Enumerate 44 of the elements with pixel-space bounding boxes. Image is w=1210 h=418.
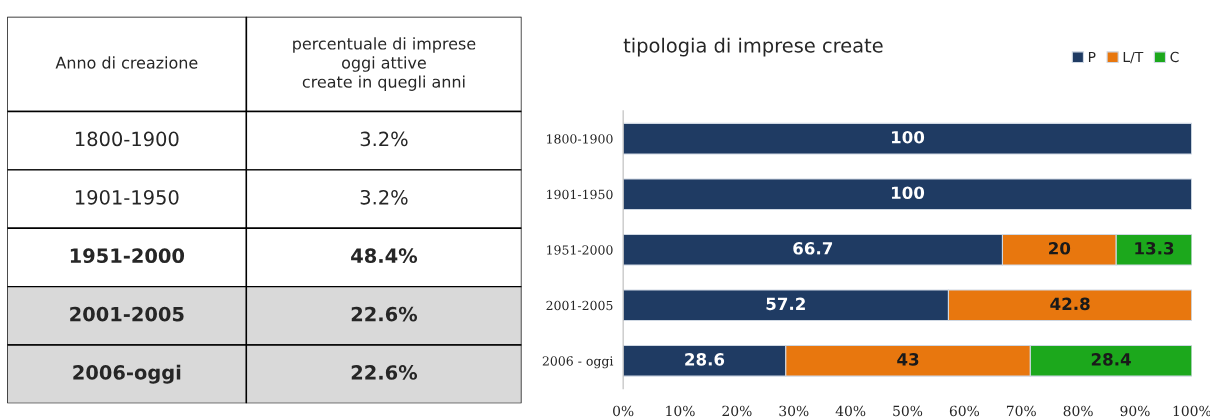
x-tick-label: 50%	[893, 405, 923, 417]
x-tick-label: 40%	[835, 405, 866, 417]
data-label: 57.2	[766, 297, 805, 311]
y-tick-label: 2001-2005	[546, 300, 613, 311]
x-tick-label: 80%	[1063, 405, 1093, 417]
text: 22.6%	[351, 365, 418, 380]
x-tick-label: 20%	[722, 405, 752, 417]
x-tick-label: 60%	[949, 405, 980, 417]
data-label: 100	[891, 130, 925, 144]
x-tick-label: 0%	[613, 405, 634, 417]
y-tick-label: 1951-2000	[547, 245, 613, 255]
x-tick-label: 70%	[1006, 405, 1036, 417]
text: 48.4%	[351, 248, 418, 264]
bar	[623, 122, 1192, 155]
x-tick-label: 100%	[1173, 405, 1210, 417]
text: percentuale di imprese oggi attive create in quegli anni	[293, 37, 476, 91]
legend-label: L/T	[1123, 51, 1144, 64]
x-tick-label: 90%	[1120, 405, 1150, 417]
data-label: 20	[1049, 241, 1071, 255]
text: Anno di creazione	[55, 56, 198, 69]
data-label: 66.7	[793, 242, 833, 255]
chart-title: tipologia di imprese create	[623, 37, 883, 57]
category-label: 2006-oggi	[73, 364, 181, 384]
category-label: 1951-2000	[70, 248, 185, 264]
y-tick-label: 1800-1900	[547, 134, 613, 144]
category-label: 2001-2005	[70, 306, 184, 322]
x-tick-label: 10%	[666, 405, 695, 417]
data-label: 13.3	[1135, 241, 1174, 255]
y-tick-label: 2006 - oggi	[542, 356, 614, 369]
data-label: 28.6	[685, 353, 725, 366]
data-label: 42.8	[1050, 297, 1090, 311]
bar	[623, 178, 1192, 211]
legend-label: P	[1088, 51, 1096, 63]
text: 22.6%	[351, 306, 418, 322]
data-label: 100	[891, 186, 925, 200]
legend-label: C	[1170, 51, 1179, 63]
text: 3.2%	[360, 189, 408, 205]
x-tick-label: 30%	[779, 405, 809, 417]
data-label: 43	[897, 353, 919, 366]
category-label: 1800-1900	[75, 131, 179, 147]
data-label: 28.4	[1091, 353, 1131, 366]
y-tick-label: 1901-1950	[547, 189, 613, 200]
category-label: 1901-1950	[75, 189, 179, 205]
text: 3.2%	[360, 131, 408, 147]
